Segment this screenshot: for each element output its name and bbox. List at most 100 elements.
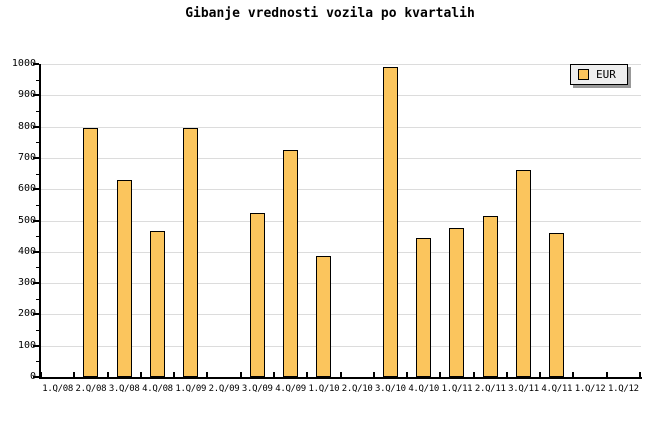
y-axis-minor-tick [36,110,39,112]
gridline [41,283,641,285]
x-axis-tick-label: 2.Q/11 [474,384,506,394]
y-axis-minor-tick [36,267,39,269]
x-axis-tick [505,372,508,377]
gridline [41,64,641,65]
y-axis-minor-tick [36,142,39,144]
x-axis-tick-label: 3.Q/10 [375,384,406,394]
x-axis-tick [239,372,242,377]
x-axis-tick-label: 1.Q/12 [607,384,639,394]
y-axis-tick [33,344,39,347]
y-axis-tick [33,94,39,97]
legend-label: EUR [596,68,616,81]
y-axis-tick [33,125,39,128]
x-axis-tick-label: 2.Q/08 [75,384,107,394]
y-axis-minor-tick [36,298,39,300]
x-axis-tick-label: 2.Q/10 [341,384,373,394]
bar [516,170,532,377]
x-axis-tick [605,372,608,377]
x-axis-tick [106,372,109,377]
x-axis-tick [372,372,375,377]
y-axis-tick-label: 0 [29,371,36,382]
x-axis-tick-label: 1.Q/10 [308,384,340,394]
bar [416,237,432,377]
x-axis-tick-label: 3.Q/11 [508,384,539,394]
legend: EUR [570,64,628,85]
y-axis-minor-tick [36,330,39,332]
y-axis-tick [33,156,39,159]
y-axis-minor-tick [36,173,39,175]
x-axis-tick [639,372,641,377]
bar [549,233,565,377]
x-axis-tick [539,372,542,377]
y-axis-minor-tick [36,236,39,238]
gridline [41,95,641,97]
x-axis-tick-label: 3.Q/08 [108,384,140,394]
x-axis-tick [206,372,209,377]
y-axis-tick-label: 100 [17,339,36,351]
chart-title: Gibanje vrednosti vozila po kvartalih [185,6,475,21]
bar [183,128,199,377]
bar [249,212,265,377]
y-axis-minor-tick [36,204,39,206]
x-axis-tick-label: 4.Q/08 [142,384,173,394]
gridline [41,220,641,222]
x-axis-tick [272,372,275,377]
plot-area: 0 100 200 300 400 500 600 700 800 900 1000 1.Q/08 2.… [12,58,642,394]
bar [482,215,498,377]
gridline [41,189,641,191]
x-axis-tick [139,372,142,377]
x-axis-tick-label: 4.Q/11 [541,384,573,394]
y-axis-tick-label: 800 [17,120,36,132]
x-axis-tick-label: 1.Q/11 [441,384,473,394]
x-axis-tick-label: 4.Q/10 [408,384,440,394]
gridline [41,126,641,128]
y-axis-tick-label: 700 [17,151,36,163]
x-axis-tick [472,372,475,377]
x-axis-tick-label: 2.Q/09 [208,384,240,394]
bar [149,231,165,377]
y-axis-tick-label: 200 [17,308,36,320]
y-axis-line [39,64,41,377]
y-axis-tick-label: 600 [17,183,36,195]
x-axis-tick-label: 4.Q/09 [275,384,306,394]
y-axis-tick [33,313,39,316]
x-axis-tick [40,372,42,377]
x-axis-tick [339,372,342,377]
gridline [41,345,641,347]
y-axis-tick [33,282,39,285]
legend-swatch-icon [578,69,589,80]
x-axis-tick [406,372,409,377]
bar [449,228,465,377]
y-axis-minor-tick [36,79,39,81]
x-axis-line [39,377,642,379]
y-axis-tick-label: 400 [17,245,36,257]
gridline [41,157,641,159]
x-axis-tick-label: 1.Q/08 [42,384,73,394]
bar [316,256,332,377]
x-axis-tick [73,372,76,377]
x-axis-tick-label: 1.Q/09 [175,384,207,394]
y-axis-tick [33,250,39,253]
y-axis-tick-label: 500 [17,214,36,226]
bar [83,128,99,377]
x-axis-tick [439,372,442,377]
x-axis-tick-label: 3.Q/09 [241,384,273,394]
y-axis-tick [33,376,39,378]
y-axis-tick-label: 900 [17,89,36,101]
y-axis-tick [33,63,39,65]
y-axis-tick [33,219,39,222]
gridline [41,251,641,253]
bar [283,150,299,377]
bar [382,67,398,377]
gridline [41,314,641,316]
bar [116,179,132,377]
y-axis-tick [33,188,39,191]
x-axis-tick [572,372,575,377]
y-axis-tick-label: 300 [17,277,36,289]
x-axis-tick-label: 1.Q/12 [574,384,606,394]
x-axis-tick [173,372,176,377]
y-axis-minor-tick [36,361,39,363]
x-axis-tick [306,372,309,377]
y-axis-tick-label: 1000 [11,58,36,69]
